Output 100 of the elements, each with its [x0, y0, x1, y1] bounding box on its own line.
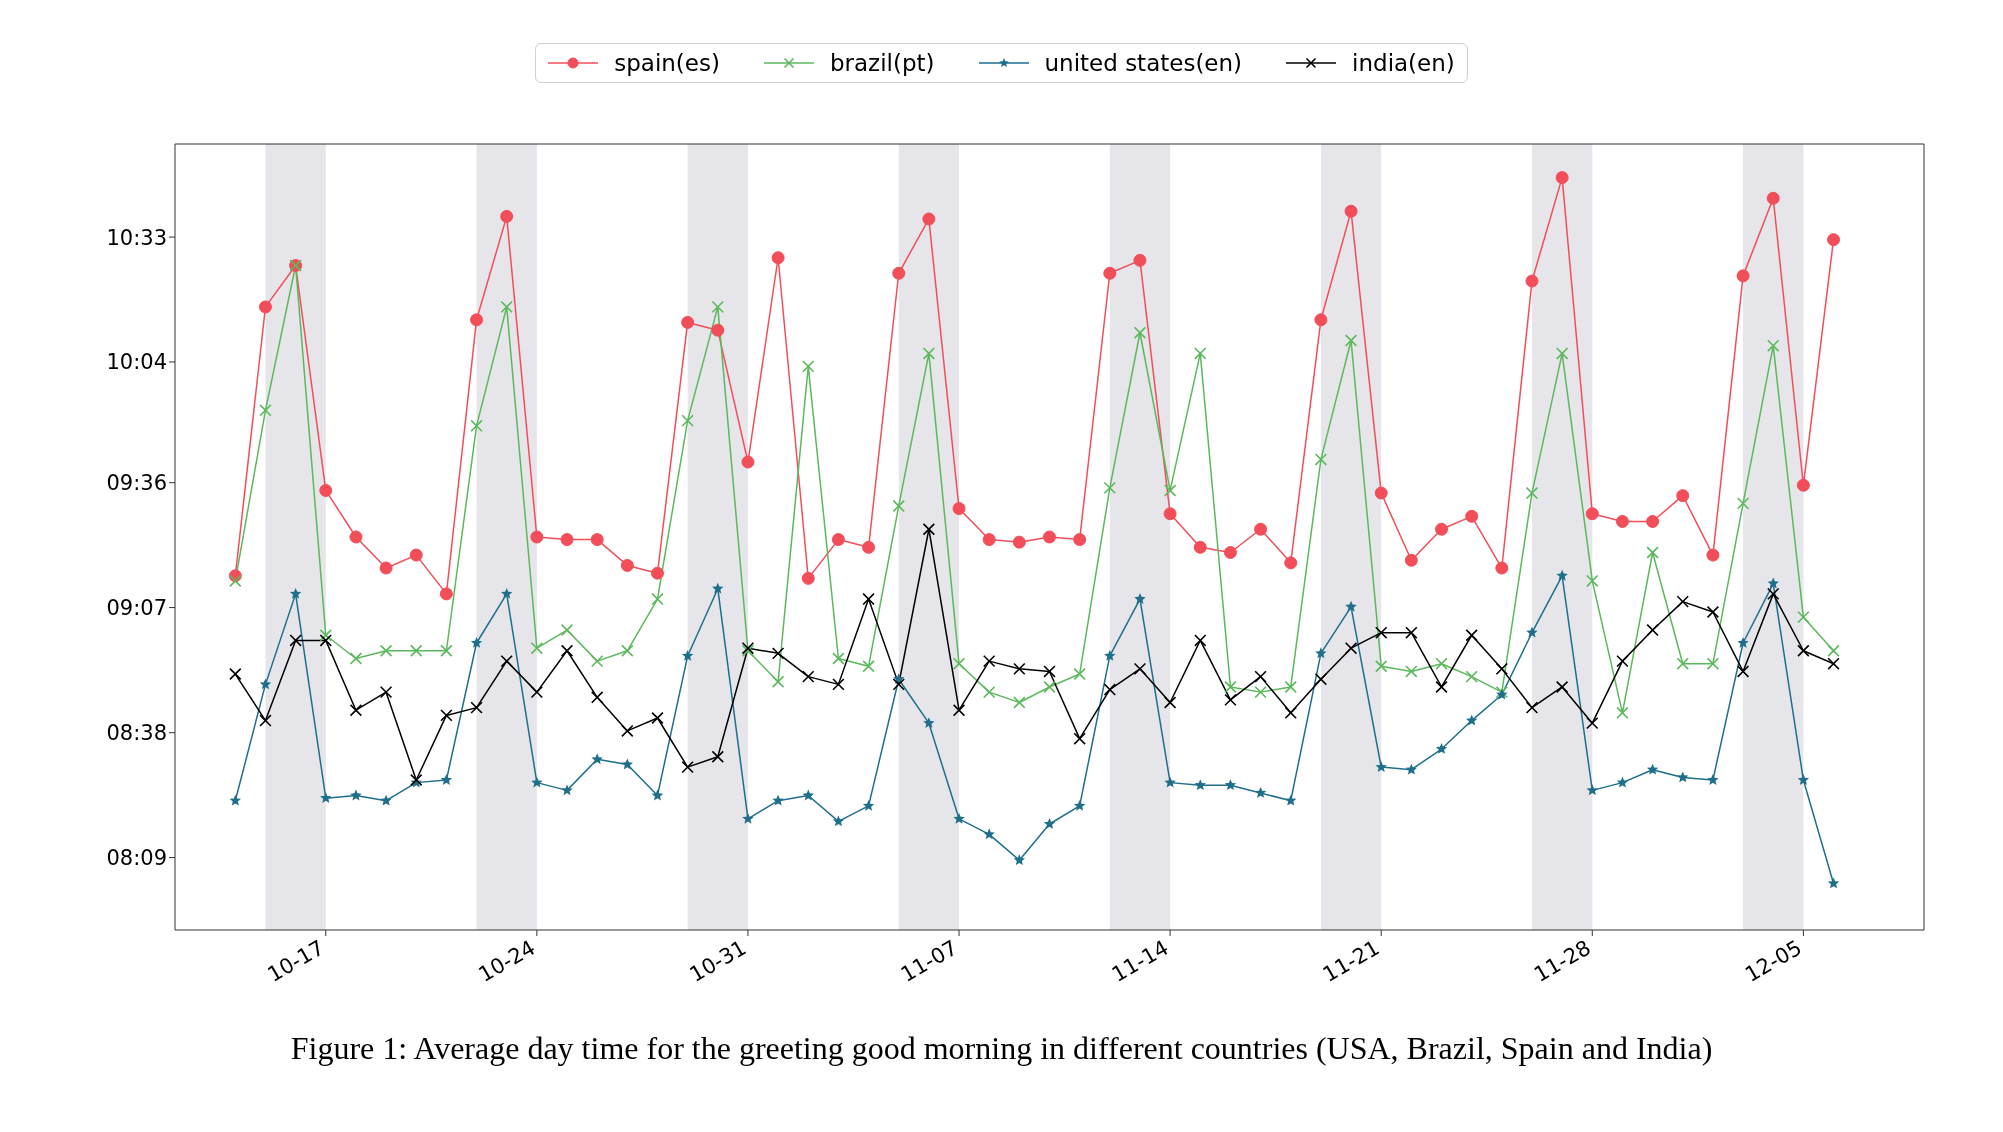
point — [229, 574, 242, 588]
point — [771, 251, 785, 265]
point — [1646, 514, 1660, 528]
point — [379, 644, 393, 657]
point — [1555, 171, 1569, 185]
point — [1796, 478, 1810, 492]
y-tick-label: 08:38 — [106, 721, 167, 746]
point — [1827, 233, 1841, 247]
point — [470, 313, 484, 327]
point — [712, 582, 724, 594]
point — [229, 667, 242, 681]
legend-label: spain(es) — [614, 50, 720, 76]
point — [1345, 600, 1357, 612]
point — [289, 634, 302, 647]
point — [620, 558, 634, 572]
point — [1314, 313, 1328, 327]
y-tick-label: 08:09 — [106, 846, 167, 871]
point — [1073, 732, 1086, 745]
point — [711, 300, 724, 314]
point — [1164, 776, 1176, 788]
point — [802, 789, 814, 801]
point — [1767, 577, 1779, 589]
point — [590, 691, 604, 704]
point — [1224, 680, 1237, 694]
point — [1013, 854, 1026, 866]
point — [1224, 779, 1237, 791]
point — [1797, 610, 1810, 624]
point — [1706, 548, 1720, 562]
point — [681, 760, 694, 774]
point — [1073, 799, 1086, 811]
point — [1736, 665, 1750, 678]
point — [1586, 716, 1599, 730]
point — [319, 634, 332, 647]
point — [1525, 274, 1539, 288]
point — [1254, 685, 1267, 699]
point — [892, 499, 905, 513]
point — [500, 300, 513, 314]
point — [350, 789, 362, 801]
point — [1103, 481, 1117, 495]
point — [1133, 253, 1147, 267]
point — [560, 644, 574, 657]
point — [1375, 761, 1387, 772]
point — [561, 784, 573, 796]
point — [1405, 763, 1418, 775]
point — [1194, 634, 1207, 647]
point — [862, 799, 875, 811]
point — [772, 794, 784, 806]
point — [1285, 794, 1297, 806]
point — [1013, 662, 1026, 676]
point — [1827, 644, 1840, 657]
point — [410, 644, 423, 657]
point — [922, 523, 936, 536]
point — [1314, 673, 1328, 686]
point — [560, 623, 574, 637]
point — [1676, 595, 1689, 608]
point — [259, 404, 272, 417]
point — [1555, 347, 1569, 360]
point — [1375, 660, 1388, 673]
point — [1737, 637, 1749, 648]
point — [319, 483, 333, 497]
point — [259, 678, 272, 690]
point — [439, 587, 453, 601]
point — [1827, 657, 1840, 670]
point — [832, 652, 845, 665]
point — [1646, 623, 1659, 637]
point — [379, 685, 393, 699]
point — [1134, 593, 1146, 604]
point — [681, 315, 695, 329]
point — [1405, 626, 1418, 639]
point — [289, 587, 302, 599]
y-tick-label: 09:07 — [106, 596, 167, 621]
point — [1043, 530, 1056, 544]
point — [982, 533, 996, 547]
point — [1736, 269, 1750, 283]
point — [953, 812, 965, 824]
point — [1104, 649, 1116, 661]
point — [440, 774, 453, 785]
point — [1767, 587, 1780, 601]
point — [1495, 662, 1509, 676]
point — [259, 714, 272, 727]
point — [1526, 626, 1538, 638]
point — [1706, 605, 1720, 619]
point — [349, 530, 363, 544]
point — [801, 571, 815, 585]
point — [621, 644, 634, 657]
point — [1133, 662, 1147, 676]
point — [1616, 706, 1629, 720]
point — [1193, 540, 1207, 554]
point — [1043, 817, 1056, 829]
point — [922, 212, 936, 226]
point — [470, 701, 483, 714]
point — [771, 647, 785, 660]
point — [681, 649, 694, 661]
point — [1254, 522, 1268, 536]
point — [1616, 654, 1629, 668]
point — [832, 678, 845, 691]
point — [1555, 680, 1569, 694]
point — [1043, 680, 1056, 694]
point — [1586, 784, 1598, 796]
point — [1676, 657, 1689, 670]
